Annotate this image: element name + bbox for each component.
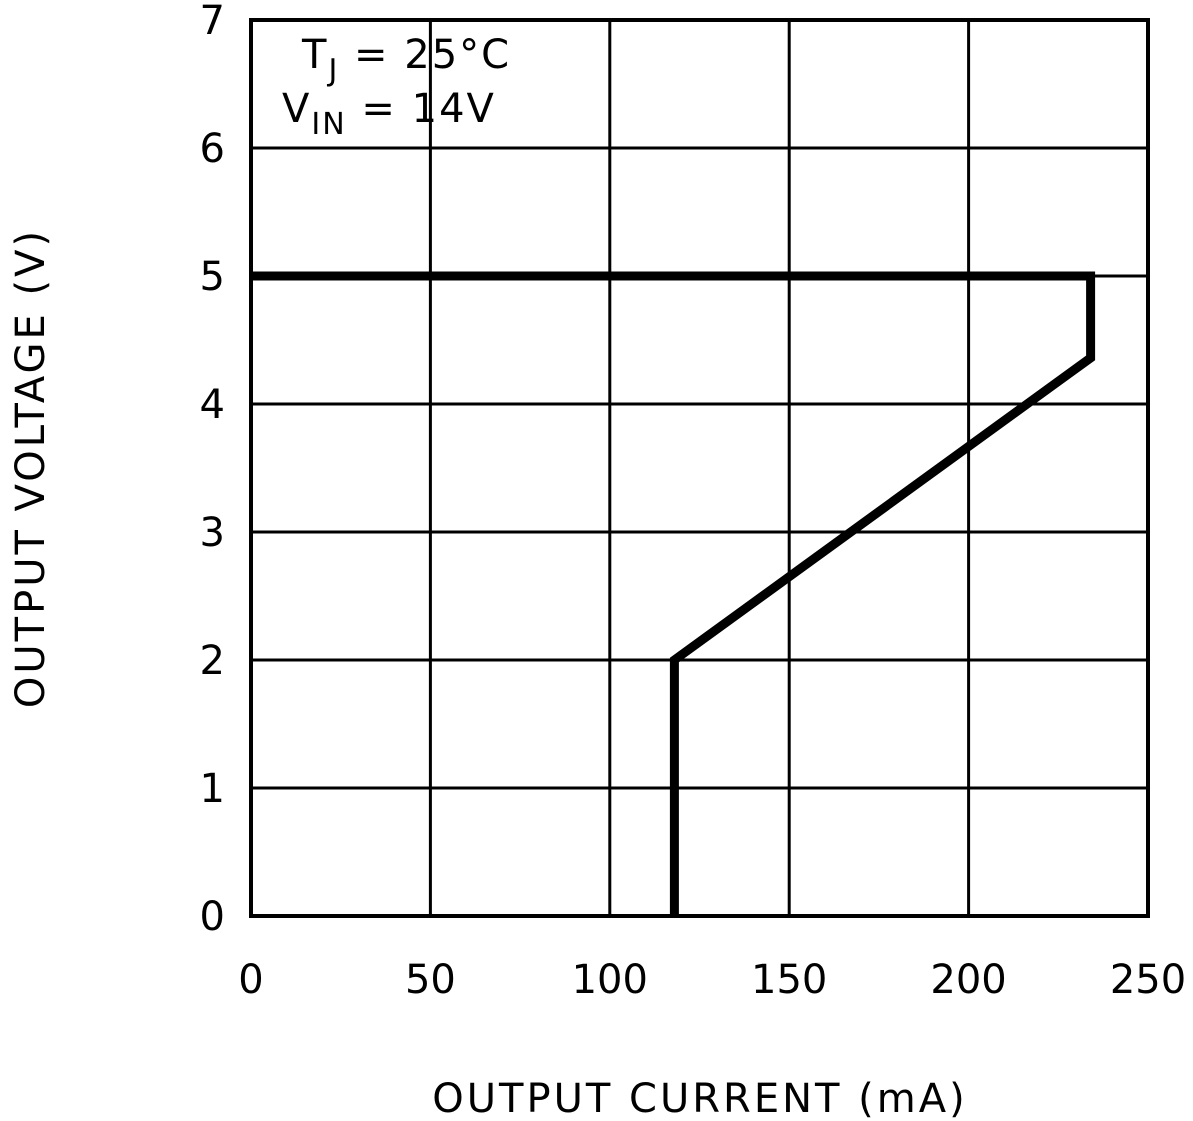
annotation-vin: VIN = 14V: [282, 86, 496, 142]
grid: [251, 20, 1148, 916]
annotation-tj: TJ = 25°C: [301, 32, 511, 88]
y-tick-label: 3: [200, 510, 225, 556]
y-tick-labels: 0 1 2 3 4 5 6 7: [200, 0, 225, 940]
y-axis-title: OUTPUT VOLTAGE (V): [8, 228, 54, 708]
y-tick-label: 5: [200, 254, 225, 300]
series-line: [251, 271, 1096, 916]
x-tick-label: 100: [572, 957, 648, 1003]
y-tick-label: 7: [200, 0, 225, 44]
y-tick-label: 6: [200, 126, 225, 172]
x-tick-label: 50: [405, 957, 456, 1003]
x-tick-labels: 0 50 100 150 200 250: [238, 957, 1186, 1003]
x-tick-label: 200: [930, 957, 1006, 1003]
x-axis-title: OUTPUT CURRENT (mA): [432, 1076, 967, 1121]
y-tick-label: 2: [200, 638, 225, 684]
y-tick-label: 1: [200, 766, 225, 812]
plot-frame: [249, 18, 1150, 918]
y-tick-label: 0: [200, 894, 225, 940]
x-tick-label: 150: [751, 957, 827, 1003]
x-tick-label: 0: [238, 957, 263, 1003]
y-tick-label: 4: [200, 382, 225, 428]
x-tick-label: 250: [1110, 957, 1186, 1003]
